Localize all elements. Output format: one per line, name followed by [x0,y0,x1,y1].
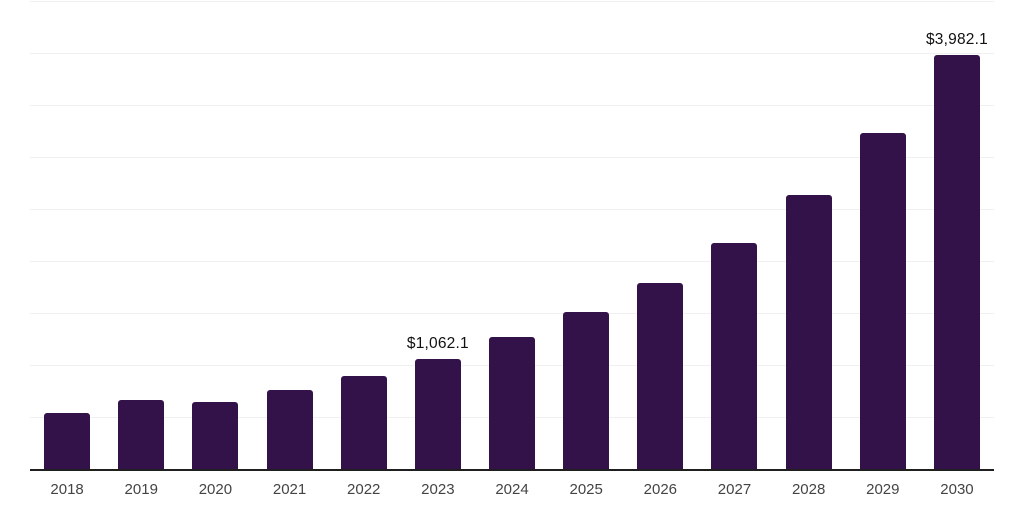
x-tick-label-2026: 2026 [643,481,678,498]
bar-2018 [44,413,91,469]
bar-2027 [711,243,758,469]
bar-2021 [266,389,313,469]
x-tick-label-2029: 2029 [866,481,900,498]
bar-2023 [414,358,461,469]
value-label-2023: $1,062.1 [406,334,469,352]
gridline-4000 [30,53,994,54]
x-axis-line [30,469,994,471]
bar-slot-2020 [178,0,252,470]
bar-2024 [489,337,536,469]
x-tick-label-2027: 2027 [717,481,752,498]
bar-slot-2018 [30,0,104,470]
bar-2025 [563,312,610,469]
bar-2019 [118,400,165,469]
bar-slot-2019 [104,0,178,470]
gridline-3500 [30,105,994,106]
bar-slot-2025 [549,0,623,470]
x-tick-label-2023: 2023 [421,481,455,498]
bar-2026 [637,283,684,469]
bar-slot-2022 [327,0,401,470]
bar-2022 [340,376,387,469]
x-tick-label-2019: 2019 [124,481,158,498]
gridline-2500 [30,209,994,210]
bar-slot-2023: $1,062.1 [401,0,475,470]
bar-slot-2024 [475,0,549,470]
gridline-1500 [30,313,994,314]
bar-slot-2029 [846,0,920,470]
x-tick-label-2030: 2030 [940,481,974,498]
x-tick-label-2022: 2022 [347,481,381,498]
x-tick-label-2025: 2025 [569,481,603,498]
bar-2020 [192,401,239,469]
bar-slot-2027 [697,0,771,470]
bar-slot-2030: $3,982.1 [920,0,994,470]
gridline-4500 [30,1,994,2]
bar-slot-2021 [252,0,326,470]
x-tick-label-2024: 2024 [495,481,529,498]
x-tick-label-2021: 2021 [272,481,307,498]
gridline-3000 [30,157,994,158]
bar-slot-2026 [623,0,697,470]
bars-row: $1,062.1 $3,982.1 [30,0,994,470]
bar-slot-2028 [772,0,846,470]
bar-2030 [933,54,980,469]
bar-2029 [859,132,906,469]
x-tick-label-2028: 2028 [791,481,826,498]
bar-2028 [785,195,832,469]
x-tick-label-2018: 2018 [50,481,84,498]
plot-area: $1,062.1 $3,982.1 [30,0,994,471]
x-tick-label-2020: 2020 [198,481,233,498]
gridline-2000 [30,261,994,262]
value-label-2030: $3,982.1 [925,30,988,48]
x-axis-labels: 2018 2019 2020 2021 2022 2023 2024 2025 2026 2027… [30,481,994,498]
